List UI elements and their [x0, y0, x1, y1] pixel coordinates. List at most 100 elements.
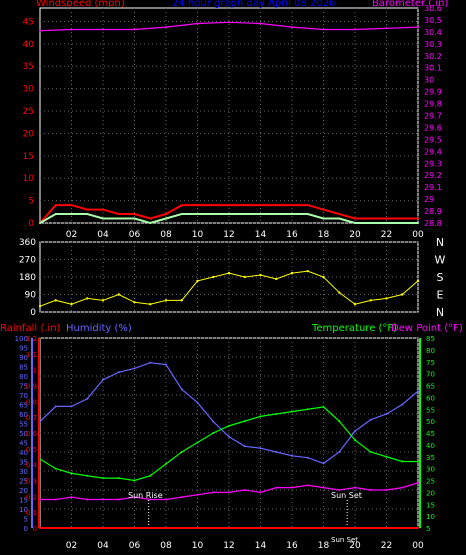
data-point [322, 405, 325, 408]
humidity-tick-label: 60 [19, 411, 28, 419]
barometer-tick-label: 30.3 [424, 40, 442, 49]
temperature-panel: Rainfall (.in) Humidity (%) Temperature … [0, 323, 463, 551]
data-point [70, 204, 73, 207]
temperature-tick-label: 15 [426, 501, 435, 509]
data-point [180, 204, 183, 207]
humidity-tick-label: 100 [15, 335, 28, 343]
data-point [180, 388, 183, 391]
data-point [149, 222, 152, 224]
x-tick-label: 04 [97, 541, 109, 551]
data-point [243, 204, 246, 207]
data-point [196, 401, 199, 404]
temperature-tick-label: 85 [426, 335, 435, 343]
data-point [275, 204, 278, 207]
barometer-tick-label: 30.2 [424, 52, 442, 61]
data-point [401, 293, 404, 296]
barometer-tick-label: 29.2 [424, 171, 442, 180]
humidity-tick-label: 85 [19, 364, 28, 372]
x-tick-label: 20 [349, 541, 361, 551]
data-point [306, 204, 309, 207]
data-point [196, 204, 199, 207]
data-point [259, 22, 262, 25]
x-tick-label: 04 [97, 230, 109, 240]
data-point [306, 456, 309, 459]
sun-set-axis-label: Sun Set [331, 536, 358, 544]
x-tick-label: 20 [349, 230, 361, 240]
humidity-tick-label: 50 [19, 430, 28, 438]
data-point [354, 217, 356, 220]
data-point [149, 361, 152, 364]
x-tick-label: 00 [412, 230, 424, 240]
data-point [385, 297, 388, 300]
x-tick-label: 18 [318, 230, 330, 240]
data-point [70, 213, 73, 216]
wind-tick-label: 40 [23, 40, 35, 50]
data-point [369, 299, 372, 302]
data-point [385, 455, 388, 458]
barometer-tick-label: 30.6 [424, 4, 442, 13]
rainfall-tick-label: 0 [33, 525, 37, 533]
data-point [149, 303, 152, 306]
data-point [322, 275, 325, 279]
x-tick-label: 06 [129, 541, 141, 551]
wind-tick-label: 15 [23, 152, 34, 162]
data-point [165, 217, 167, 220]
data-point [70, 28, 73, 31]
data-point [401, 403, 404, 406]
data-point [117, 498, 120, 501]
data-point [196, 279, 199, 283]
data-point [338, 451, 341, 453]
data-point [322, 208, 325, 211]
data-point [133, 28, 136, 31]
x-tick-label: 02 [66, 230, 77, 240]
temperature-tick-label: 55 [426, 406, 435, 414]
data-point [401, 486, 404, 489]
data-point [354, 439, 356, 442]
data-point [133, 217, 136, 220]
humidity-tick-label: 95 [19, 345, 28, 353]
data-point [165, 498, 167, 501]
data-point [291, 486, 293, 489]
data-point [70, 496, 73, 499]
data-point [338, 291, 341, 294]
data-point [338, 213, 341, 216]
data-point [338, 217, 341, 220]
data-point [212, 213, 215, 216]
humidity-tick-label: 65 [19, 402, 28, 410]
humidity-tick-label: 40 [19, 449, 28, 457]
data-point [322, 28, 325, 31]
data-point [86, 213, 89, 216]
wind-tick-label: 45 [23, 17, 34, 27]
humidity-tick-label: 90 [19, 354, 28, 362]
data-point [180, 299, 183, 302]
data-point [149, 474, 152, 477]
data-point [164, 299, 168, 302]
direction-tick-label: 180 [19, 273, 36, 283]
data-point [117, 477, 120, 480]
x-tick-label: 22 [381, 541, 392, 551]
data-point [149, 217, 152, 220]
barometer-axis-label: Barometer (.in) [372, 0, 448, 9]
temperature-tick-label: 30 [426, 466, 435, 474]
humidity-tick-label: 30 [19, 468, 28, 476]
data-point [417, 527, 419, 529]
data-point [165, 462, 167, 465]
data-point [369, 451, 372, 453]
data-point [259, 213, 262, 216]
data-point [416, 279, 420, 283]
data-point [306, 269, 309, 273]
direction-tick-label: 0 [30, 308, 36, 318]
data-point [212, 491, 215, 494]
temperature-tick-label: 70 [426, 371, 435, 379]
x-tick-label: 08 [160, 541, 172, 551]
temperature-tick-label: 40 [426, 442, 435, 450]
data-point [117, 217, 120, 220]
dewpoint-axis-label: Dew Point (°F) [391, 323, 463, 334]
data-point [54, 405, 57, 408]
barometer-tick-label: 29.9 [424, 88, 442, 97]
data-point [291, 204, 293, 207]
data-point [196, 493, 199, 496]
data-point [86, 498, 89, 501]
temperature-tick-label: 80 [426, 347, 435, 355]
